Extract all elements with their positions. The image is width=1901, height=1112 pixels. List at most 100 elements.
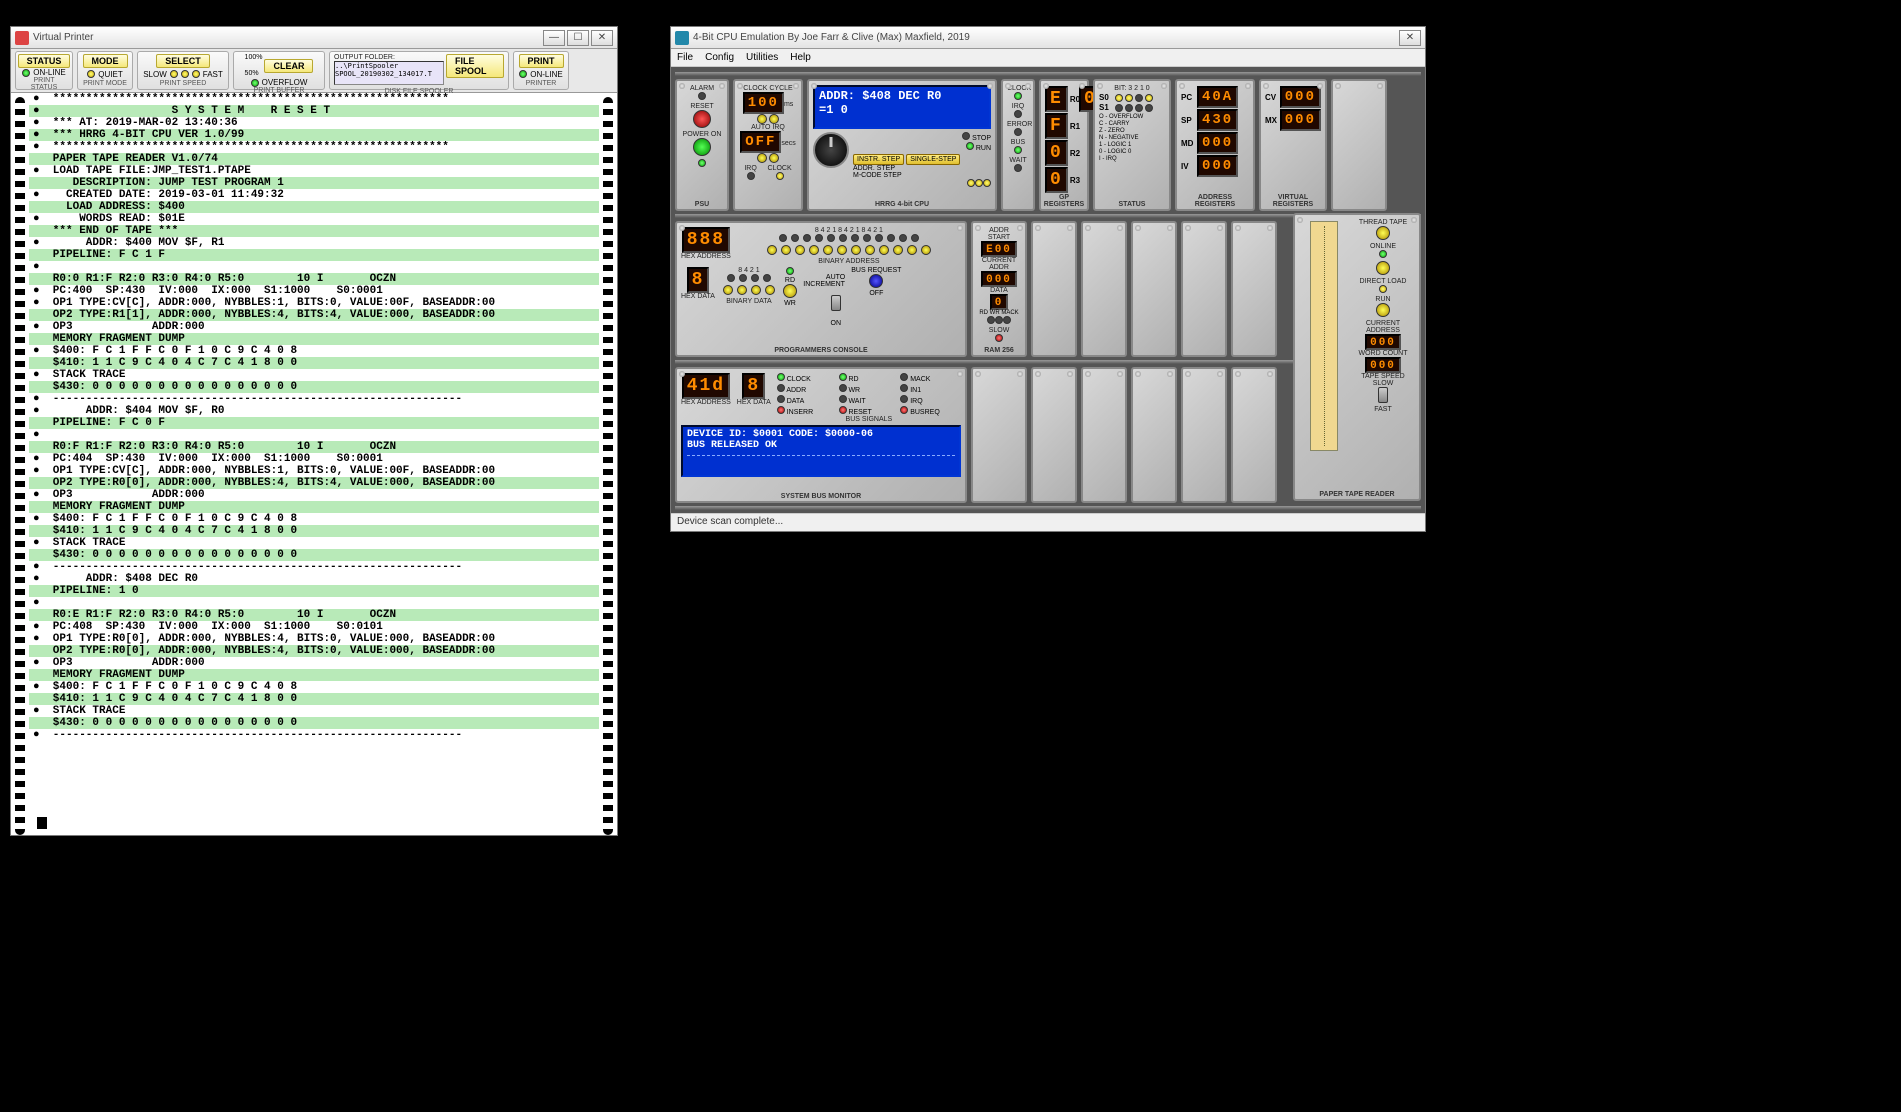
emu-close-button[interactable]: ✕ bbox=[1399, 30, 1421, 46]
binaddr-led-1 bbox=[791, 234, 799, 242]
minimize-button[interactable]: — bbox=[543, 30, 565, 46]
auto-increment-toggle[interactable] bbox=[831, 295, 841, 311]
cpu-panel: ADDR: $408 DEC R0 =1 0 STOP RUN INSTR. S… bbox=[807, 79, 997, 211]
cv-display: 000 bbox=[1280, 86, 1321, 108]
reset-button[interactable] bbox=[693, 110, 711, 128]
cpu-lcd: ADDR: $408 DEC R0 =1 0 bbox=[813, 85, 991, 129]
binaddr-switch-6[interactable] bbox=[851, 245, 861, 255]
printout-line: ● --------------------------------------… bbox=[29, 561, 599, 573]
menu-file[interactable]: File bbox=[677, 52, 693, 63]
select-button[interactable]: SELECT bbox=[156, 54, 210, 68]
binaddr-switch-3[interactable] bbox=[809, 245, 819, 255]
printout-line: $430: 0 0 0 0 0 0 0 0 0 0 0 0 0 0 0 0 bbox=[29, 381, 599, 393]
tape-addr-display: 000 bbox=[1365, 334, 1401, 350]
binaddr-switch-2[interactable] bbox=[795, 245, 805, 255]
binaddr-switch-0[interactable] bbox=[767, 245, 777, 255]
virtual-registers-panel: CV000 MX000 VIRTUAL REGISTERS bbox=[1259, 79, 1327, 211]
mode-knob[interactable] bbox=[813, 132, 849, 168]
cycle-down-button[interactable] bbox=[757, 114, 767, 124]
printout-line: ● --------------------------------------… bbox=[29, 729, 599, 741]
binaddr-led-10 bbox=[899, 234, 907, 242]
maximize-button[interactable]: ☐ bbox=[567, 30, 589, 46]
r3-display: 0 bbox=[1045, 167, 1068, 193]
bindata-switch-3[interactable] bbox=[765, 285, 775, 295]
clear-button[interactable]: CLEAR bbox=[264, 59, 313, 73]
printout-line: ● WORDS READ: $01E bbox=[29, 213, 599, 225]
tape-online-button[interactable] bbox=[1376, 261, 1390, 275]
binaddr-switch-10[interactable] bbox=[907, 245, 917, 255]
bindata-switch-0[interactable] bbox=[723, 285, 733, 295]
printout-line: MEMORY FRAGMENT DUMP bbox=[29, 501, 599, 513]
paper-area: ● **************************************… bbox=[11, 93, 617, 835]
cycle-up-button[interactable] bbox=[769, 114, 779, 124]
empty-slot-3f bbox=[1231, 367, 1277, 503]
printout-line: ● LOAD TAPE FILE:JMP_TEST1.PTAPE bbox=[29, 165, 599, 177]
close-button[interactable]: ✕ bbox=[591, 30, 613, 46]
printout-line: ● $400: F C 1 F F C 0 F 1 0 C 9 C 4 0 8 bbox=[29, 513, 599, 525]
emu-title: 4-Bit CPU Emulation By Joe Farr & Clive … bbox=[693, 32, 970, 43]
status-button[interactable]: STATUS bbox=[18, 54, 71, 68]
printout-line: R0:E R1:F R2:0 R3:0 R4:0 R5:0 10 I OCZN bbox=[29, 609, 599, 621]
instr-step-button[interactable]: INSTR. STEP bbox=[853, 154, 904, 165]
emu-titlebar[interactable]: 4-Bit CPU Emulation By Joe Farr & Clive … bbox=[671, 27, 1425, 49]
status-panel: BIT: 3 2 1 0 S0 S1 O - OVERFLOW C - CARR… bbox=[1093, 79, 1171, 211]
printout-line: $410: 1 1 C 9 C 4 0 4 C 7 C 4 1 8 0 0 bbox=[29, 357, 599, 369]
printout-line: ● bbox=[29, 261, 599, 273]
menu-help[interactable]: Help bbox=[790, 52, 811, 63]
printout-line: OP2 TYPE:R0[0], ADDR:000, NYBBLES:4, BIT… bbox=[29, 477, 599, 489]
mx-display: 000 bbox=[1280, 109, 1321, 131]
binaddr-switch-5[interactable] bbox=[837, 245, 847, 255]
menu-utilities[interactable]: Utilities bbox=[746, 52, 778, 63]
tape-speed-toggle[interactable] bbox=[1378, 387, 1388, 403]
ram-addrstart-display: E00 bbox=[981, 241, 1017, 257]
binaddr-led-9 bbox=[887, 234, 895, 242]
binaddr-switch-9[interactable] bbox=[893, 245, 903, 255]
binaddr-switch-11[interactable] bbox=[921, 245, 931, 255]
irq-up-button[interactable] bbox=[769, 153, 779, 163]
empty-slot-2c bbox=[1131, 221, 1177, 357]
binaddr-switch-7[interactable] bbox=[865, 245, 875, 255]
menu-config[interactable]: Config bbox=[705, 52, 734, 63]
bus-lcd: DEVICE ID: $0001 CODE: $0000-06 BUS RELE… bbox=[681, 425, 961, 477]
bindata-switch-2[interactable] bbox=[751, 285, 761, 295]
binaddr-switch-1[interactable] bbox=[781, 245, 791, 255]
bindata-switch-1[interactable] bbox=[737, 285, 747, 295]
file-spool-button[interactable]: FILE SPOOL bbox=[446, 54, 504, 78]
printout-line: PIPELINE: F C 0 F bbox=[29, 417, 599, 429]
single-step-button[interactable]: SINGLE-STEP bbox=[906, 154, 960, 165]
printer-titlebar[interactable]: Virtual Printer — ☐ ✕ bbox=[11, 27, 617, 49]
psu-led bbox=[698, 159, 706, 167]
binaddr-led-0 bbox=[779, 234, 787, 242]
print-cursor bbox=[37, 817, 47, 829]
sprocket-holes-right bbox=[599, 93, 617, 835]
power-button[interactable] bbox=[693, 138, 711, 156]
irq-down-button[interactable] bbox=[757, 153, 767, 163]
ram-slow-led bbox=[995, 334, 1003, 342]
printout-line: ● STACK TRACE bbox=[29, 369, 599, 381]
printout-line: ● PC:404 SP:430 IV:000 IX:000 S1:1000 S0… bbox=[29, 453, 599, 465]
print-button[interactable]: PRINT bbox=[519, 54, 564, 68]
binaddr-switch-8[interactable] bbox=[879, 245, 889, 255]
bus-request-button[interactable] bbox=[869, 274, 883, 288]
ram-data-display: 0 bbox=[990, 294, 1009, 310]
printout-line: OP2 TYPE:R0[0], ADDR:000, NYBBLES:4, BIT… bbox=[29, 645, 599, 657]
tape-run-button[interactable] bbox=[1376, 303, 1390, 317]
printout-line: ● ADDR: $404 MOV $F, R0 bbox=[29, 405, 599, 417]
thread-tape-button[interactable] bbox=[1376, 226, 1390, 240]
wr-button[interactable] bbox=[783, 284, 797, 298]
bindata-led-0 bbox=[727, 274, 735, 282]
printout-line: ● S Y S T E M R E S E T bbox=[29, 105, 599, 117]
empty-slot-2b bbox=[1081, 221, 1127, 357]
bindata-led-1 bbox=[739, 274, 747, 282]
printout-line: ● ADDR: $400 MOV $F, R1 bbox=[29, 237, 599, 249]
output-folder-field[interactable]: ..\PrintSpooler SPOOL_20190302_134017.T bbox=[334, 61, 444, 85]
paper[interactable]: ● **************************************… bbox=[29, 93, 599, 835]
binaddr-switch-4[interactable] bbox=[823, 245, 833, 255]
mode-button[interactable]: MODE bbox=[83, 54, 128, 68]
printout-line: MEMORY FRAGMENT DUMP bbox=[29, 333, 599, 345]
printout-line: $410: 1 1 C 9 C 4 0 4 C 7 C 4 1 8 0 0 bbox=[29, 693, 599, 705]
printout-line: PIPELINE: 1 0 bbox=[29, 585, 599, 597]
printout-line: ● OP1 TYPE:R0[0], ADDR:000, NYBBLES:4, B… bbox=[29, 633, 599, 645]
md-display: 000 bbox=[1197, 132, 1238, 154]
printout-line: LOAD ADDRESS: $400 bbox=[29, 201, 599, 213]
